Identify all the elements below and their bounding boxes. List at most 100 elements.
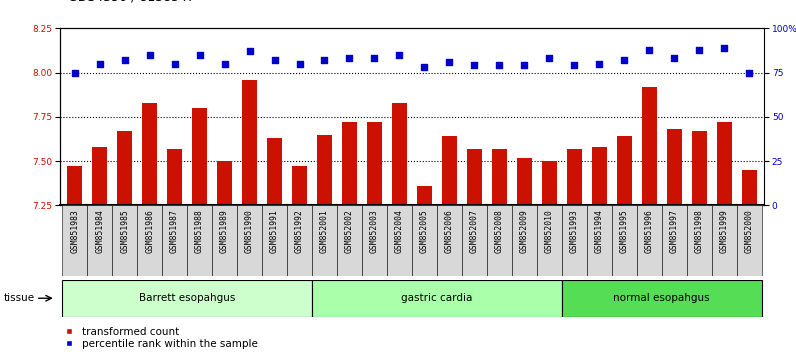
Point <box>718 45 731 51</box>
Text: tissue: tissue <box>4 293 35 303</box>
Point <box>593 61 606 67</box>
Text: GSM852003: GSM852003 <box>370 209 379 253</box>
Bar <box>591 147 607 205</box>
Point <box>418 64 431 70</box>
Point <box>293 61 306 67</box>
Bar <box>187 205 212 276</box>
Point <box>218 61 231 67</box>
Text: GSM852009: GSM852009 <box>520 209 529 253</box>
Point <box>668 56 681 61</box>
Point <box>93 61 106 67</box>
Bar <box>337 205 362 276</box>
Bar <box>712 205 736 276</box>
Point <box>168 61 181 67</box>
Bar <box>437 205 462 276</box>
Text: GSM852008: GSM852008 <box>495 209 504 253</box>
Bar <box>492 149 507 205</box>
Bar <box>542 161 557 205</box>
Bar <box>92 147 107 205</box>
Bar <box>142 103 157 205</box>
Bar <box>612 205 637 276</box>
Point <box>518 63 531 68</box>
Bar <box>417 186 432 205</box>
Text: GSM851993: GSM851993 <box>570 209 579 253</box>
Bar <box>117 131 132 205</box>
Bar <box>617 136 632 205</box>
Bar <box>192 108 207 205</box>
Text: GSM851995: GSM851995 <box>620 209 629 253</box>
Bar <box>692 131 707 205</box>
Bar <box>387 205 412 276</box>
Bar <box>487 205 512 276</box>
Bar <box>687 205 712 276</box>
Point <box>568 63 580 68</box>
Text: GSM851983: GSM851983 <box>70 209 79 253</box>
Text: GDS4350 / 8138547: GDS4350 / 8138547 <box>68 0 195 4</box>
Text: GSM851988: GSM851988 <box>195 209 204 253</box>
Point <box>193 52 206 58</box>
Bar <box>661 205 687 276</box>
Bar <box>292 166 307 205</box>
Point <box>443 59 456 65</box>
Bar <box>412 205 437 276</box>
Bar <box>392 103 407 205</box>
Bar <box>342 122 357 205</box>
Point <box>643 47 656 52</box>
Bar <box>287 205 312 276</box>
Text: GSM852000: GSM852000 <box>745 209 754 253</box>
Text: GSM852005: GSM852005 <box>420 209 429 253</box>
Text: GSM851998: GSM851998 <box>695 209 704 253</box>
Point <box>743 70 755 75</box>
Point <box>268 57 281 63</box>
Text: GSM851994: GSM851994 <box>595 209 604 253</box>
Bar <box>587 205 612 276</box>
Text: GSM852002: GSM852002 <box>345 209 354 253</box>
Bar <box>517 158 532 205</box>
Point <box>68 70 81 75</box>
Bar <box>262 205 287 276</box>
Point <box>543 56 556 61</box>
Bar <box>112 205 137 276</box>
Bar <box>162 205 187 276</box>
Text: GSM851992: GSM851992 <box>295 209 304 253</box>
Point <box>618 57 630 63</box>
Bar <box>667 129 681 205</box>
Point <box>368 56 380 61</box>
Point <box>693 47 705 52</box>
Text: GSM852004: GSM852004 <box>395 209 404 253</box>
Bar <box>562 280 762 317</box>
Text: GSM851989: GSM851989 <box>220 209 229 253</box>
Text: GSM851986: GSM851986 <box>145 209 154 253</box>
Bar <box>317 135 332 205</box>
Point <box>343 56 356 61</box>
Bar <box>217 161 232 205</box>
Text: normal esopahgus: normal esopahgus <box>614 293 710 303</box>
Point <box>318 57 331 63</box>
Text: GSM851991: GSM851991 <box>270 209 279 253</box>
Point <box>244 48 256 54</box>
Text: GSM852001: GSM852001 <box>320 209 329 253</box>
Point <box>393 52 406 58</box>
Bar <box>642 87 657 205</box>
Bar <box>736 205 762 276</box>
Bar <box>312 205 337 276</box>
Bar <box>242 80 257 205</box>
Text: GSM851997: GSM851997 <box>669 209 679 253</box>
Point <box>493 63 505 68</box>
Bar <box>716 122 732 205</box>
Bar <box>742 170 757 205</box>
Text: GSM852006: GSM852006 <box>445 209 454 253</box>
Bar <box>462 205 487 276</box>
Text: Barrett esopahgus: Barrett esopahgus <box>139 293 236 303</box>
Bar <box>67 166 82 205</box>
Bar <box>362 205 387 276</box>
Legend: transformed count, percentile rank within the sample: transformed count, percentile rank withi… <box>65 327 257 349</box>
Bar <box>267 138 282 205</box>
Bar <box>312 280 562 317</box>
Bar <box>367 122 382 205</box>
Point <box>143 52 156 58</box>
Bar <box>537 205 562 276</box>
Text: GSM851984: GSM851984 <box>96 209 104 253</box>
Bar <box>167 149 182 205</box>
Bar <box>137 205 162 276</box>
